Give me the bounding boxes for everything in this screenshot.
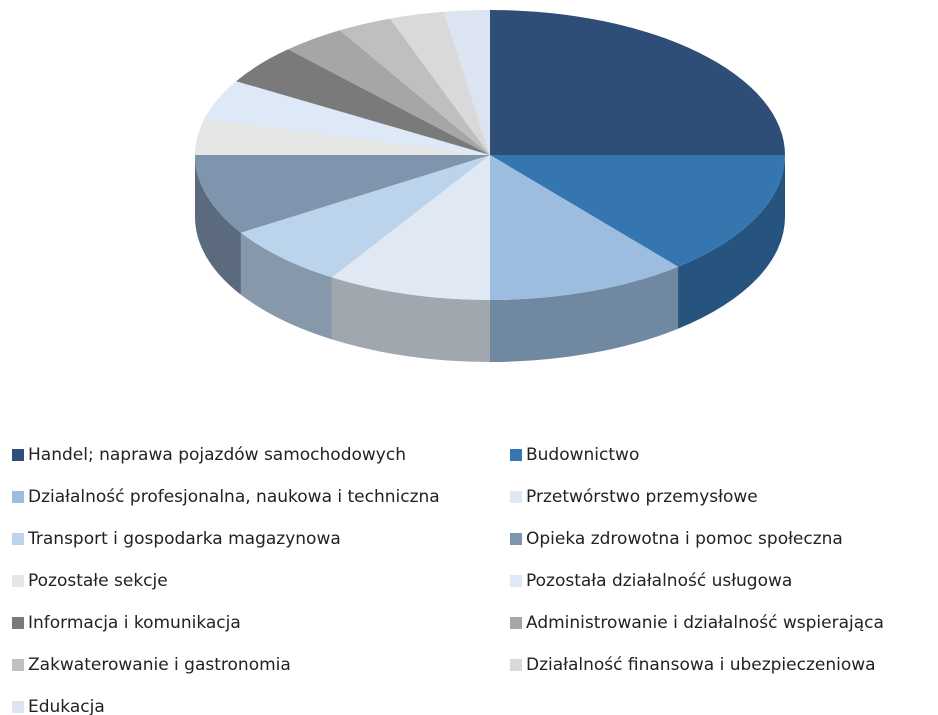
- legend-swatch: [510, 575, 522, 587]
- slice: [490, 155, 679, 300]
- legend-label: Działalność finansowa i ubezpieczeniowa: [526, 655, 876, 675]
- slice: [490, 155, 785, 267]
- slice: [443, 10, 490, 155]
- slice-side: [195, 155, 241, 295]
- legend-swatch: [12, 659, 24, 671]
- legend-label: Działalność profesjonalna, naukowa i tec…: [28, 487, 440, 507]
- slice: [288, 30, 490, 155]
- slice: [240, 155, 490, 278]
- legend-label: Zakwaterowanie i gastronomia: [28, 655, 291, 675]
- legend-label: Pozostałe sekcje: [28, 571, 168, 591]
- slice: [339, 18, 490, 155]
- slice: [390, 11, 490, 156]
- slice: [204, 81, 490, 155]
- legend-label: Pozostała działalność usługowa: [526, 571, 792, 591]
- legend-swatch: [12, 701, 24, 713]
- legend-swatch: [510, 659, 522, 671]
- legend-label: Transport i gospodarka magazynowa: [27, 529, 341, 549]
- legend-label: Przetwórstwo przemysłowe: [526, 487, 758, 507]
- legend-swatch: [510, 617, 522, 629]
- legend-swatch: [12, 533, 24, 545]
- legend-label: Administrowanie i działalność wspierając…: [526, 613, 884, 633]
- legend-swatch: [12, 617, 24, 629]
- legend-swatch: [12, 449, 24, 461]
- legend-swatch: [510, 449, 522, 461]
- slice: [195, 155, 490, 233]
- legend-label: Budownictwo: [526, 445, 639, 465]
- slice: [331, 155, 490, 300]
- slice: [236, 49, 490, 156]
- legend-swatch: [12, 575, 24, 587]
- slice: [490, 10, 785, 155]
- legend-label: Opieka zdrowotna i pomoc społeczna: [526, 529, 843, 549]
- legend-label: Handel; naprawa pojazdów samochodowych: [28, 445, 406, 465]
- legend-swatch: [510, 491, 522, 503]
- legend-swatch: [510, 533, 522, 545]
- slice-side: [678, 155, 785, 329]
- legend-swatch: [12, 491, 24, 503]
- legend-label: Edukacja: [28, 697, 105, 715]
- slice-side: [490, 266, 679, 362]
- slice-side: [331, 277, 490, 362]
- slice: [195, 118, 490, 155]
- legend-label: Informacja i komunikacja: [28, 613, 241, 633]
- slice-side: [240, 232, 332, 340]
